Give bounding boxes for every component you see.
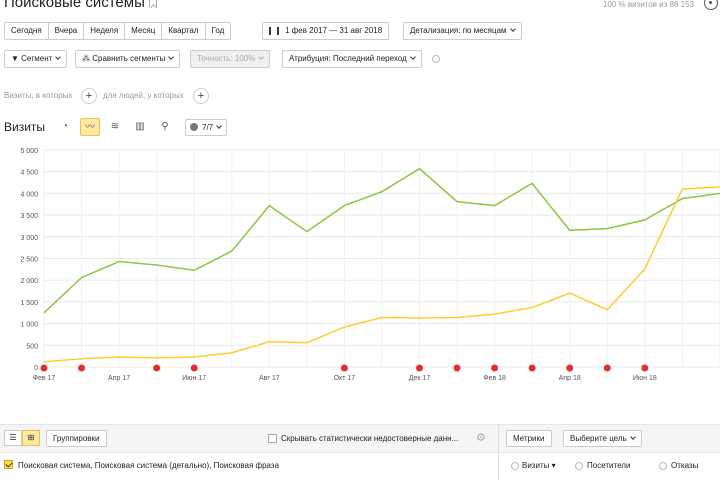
compare-icon: ⁂ (82, 54, 93, 63)
filter-people-label: для людей, у которых (103, 91, 184, 100)
annotation-marker (339, 363, 349, 373)
x-tick-label: Авг 17 (259, 375, 280, 382)
detail-dropdown[interactable]: Детализация: по месяцам (403, 22, 522, 40)
annotation-marker (415, 363, 424, 373)
x-tick-label: Фев 17 (33, 375, 56, 382)
choose-goal-dropdown[interactable]: Выберите цель (563, 430, 642, 447)
visitors-sort-radio[interactable] (575, 462, 583, 470)
chevron-down-icon (55, 54, 62, 60)
chevron-down-icon (258, 54, 265, 60)
col-bounces-header[interactable]: Отказы (671, 461, 699, 470)
funnel-icon: ▼ (11, 54, 22, 63)
annotation-marker (602, 363, 612, 373)
annotation-marker (452, 363, 462, 373)
add-visit-filter-button[interactable]: + (81, 88, 97, 104)
visits-line-chart: 5 000 4 500 4 000 3 500 3 000 2 500 2 000 1 500… (20, 148, 720, 382)
y-tick-label: 500 (26, 343, 38, 350)
calendar-icon (269, 27, 279, 35)
bounces-sort-radio[interactable] (659, 462, 667, 470)
y-tick-label: 1 000 (20, 322, 38, 329)
groupings-button[interactable]: Группировки (46, 430, 107, 447)
dimension-checkbox[interactable] (4, 460, 13, 469)
bar-chart-icon[interactable]: ▥ (135, 121, 145, 132)
bookmark-icon[interactable] (148, 0, 157, 7)
chevron-down-icon (629, 434, 636, 440)
period-quarter-button[interactable]: Квартал (162, 23, 206, 39)
annotation-marker (565, 363, 575, 373)
y-tick-label: 1 500 (20, 300, 38, 307)
line-chart-icon[interactable]: 〰 (80, 118, 100, 136)
visits-sample-info: 100 % визитов из 86 153 (602, 0, 694, 9)
y-tick-label: 4 500 (20, 170, 38, 177)
page-title: Поисковые системы (4, 0, 157, 11)
x-tick-label: Апр 17 (108, 375, 130, 382)
x-tick-label: Апр 18 (559, 375, 581, 382)
tree-view-icon[interactable]: ⊞ (22, 430, 40, 446)
table-header-row (0, 452, 720, 480)
y-tick-label: 2 500 (20, 257, 38, 264)
hide-unreliable-checkbox[interactable] (268, 434, 277, 443)
series-icon (190, 123, 198, 131)
add-people-filter-button[interactable]: + (193, 88, 209, 104)
period-selector: Сегодня Вчера Неделя Месяц Квартал Год (4, 22, 232, 40)
x-tick-label: Июн 17 (182, 375, 206, 382)
filter-visits-label: Визиты, в которых (4, 91, 73, 100)
annotation-marker (77, 363, 87, 373)
chevron-down-icon (216, 123, 222, 129)
y-tick-label: 2 000 (20, 278, 38, 285)
period-yesterday-button[interactable]: Вчера (49, 23, 85, 39)
dimension-header: Поисковая система, Поисковая система (де… (18, 461, 280, 470)
y-tick-label: 3 000 (20, 235, 38, 242)
date-range-button[interactable]: 1 фев 2017 — 31 авг 2018 (262, 22, 390, 40)
chevron-down-icon (509, 26, 516, 32)
annotation-marker (527, 363, 537, 373)
hide-unreliable-label: Скрывать статистически недостоверные дан… (281, 434, 459, 443)
settings-gear-icon[interactable] (704, 0, 718, 10)
gear-icon[interactable]: ⚙ (476, 432, 486, 444)
accuracy-dropdown[interactable]: Точность: 100% (190, 50, 271, 68)
pie-chart-icon[interactable]: ◔ (61, 121, 69, 132)
x-tick-label: Июн 18 (633, 375, 657, 382)
attribution-dropdown[interactable]: Атрибуция: Последний переход (282, 50, 422, 68)
col-visitors-header[interactable]: Посетители (587, 461, 631, 470)
compare-segments-button[interactable]: ⁂ Сравнить сегменты (75, 50, 181, 68)
annotation-marker (640, 363, 650, 373)
column-divider (498, 424, 499, 480)
map-pin-icon[interactable]: ⚲ (161, 121, 169, 132)
y-tick-label: 0 (34, 365, 38, 372)
y-tick-label: 4 000 (20, 191, 38, 198)
stacked-area-chart-icon[interactable]: ≋ (110, 121, 120, 132)
y-tick-label: 5 000 (20, 148, 38, 155)
chevron-down-icon (168, 54, 175, 60)
y-tick-label: 3 500 (20, 213, 38, 220)
sort-desc-icon: ▾ (551, 461, 556, 470)
segment-button[interactable]: ▼ Сегмент (4, 50, 68, 68)
help-icon[interactable] (432, 55, 440, 63)
annotation-marker (189, 363, 199, 373)
period-year-button[interactable]: Год (211, 26, 225, 35)
annotation-marker (39, 363, 49, 373)
period-week-button[interactable]: Неделя (84, 23, 126, 39)
annotation-marker (152, 363, 162, 373)
x-tick-label: Фев 18 (483, 375, 506, 382)
chevron-down-icon (409, 54, 416, 60)
metrics-button[interactable]: Метрики (506, 430, 552, 447)
visits-sort-radio[interactable] (511, 462, 519, 470)
series-selector-button[interactable]: 7/7 (185, 119, 228, 136)
annotation-marker (490, 363, 500, 373)
x-tick-label: Дек 17 (409, 375, 431, 382)
chart-metric-label: Визиты (4, 120, 46, 134)
period-today-button[interactable]: Сегодня (5, 23, 49, 39)
x-tick-label: Окт 17 (334, 375, 356, 382)
col-visits-header[interactable]: Визиты ▾ (522, 461, 556, 470)
period-month-button[interactable]: Месяц (125, 23, 163, 39)
list-view-icon[interactable]: ☰ (4, 430, 22, 446)
